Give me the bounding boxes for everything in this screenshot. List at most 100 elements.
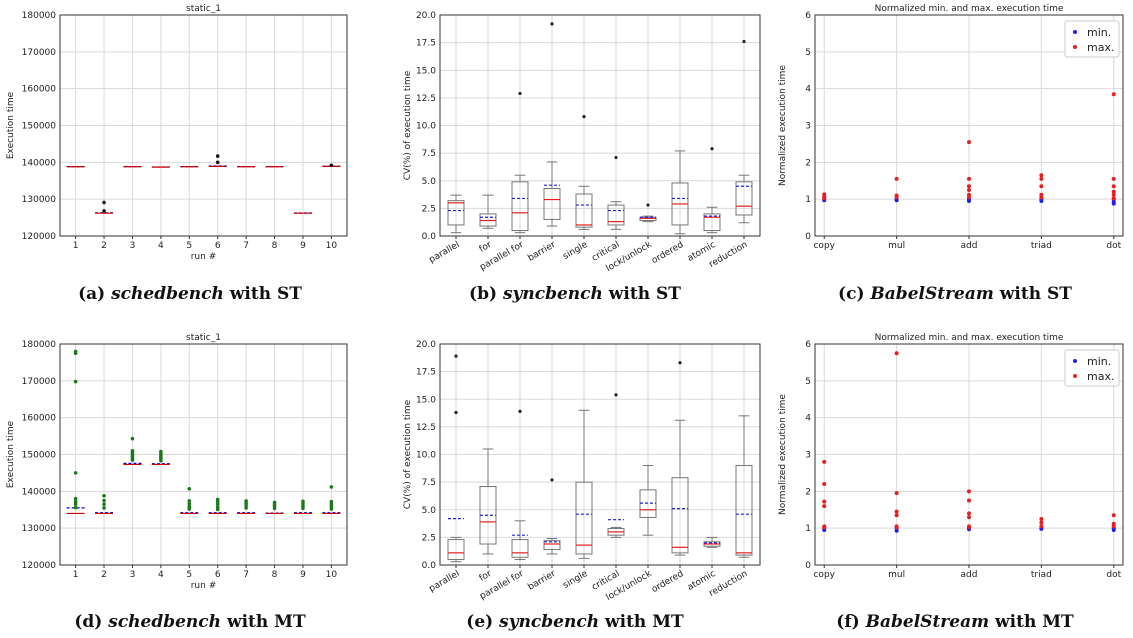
x-tick-label: barrier — [526, 569, 557, 593]
x-tick-label: 9 — [300, 241, 306, 251]
point-max — [894, 351, 899, 356]
outlier-point — [518, 409, 522, 414]
outlier-point — [102, 200, 106, 205]
box-body — [543, 187, 561, 220]
legend-label: max. — [1087, 41, 1114, 54]
y-tick-label: 12.5 — [416, 94, 436, 104]
point-max — [822, 192, 827, 197]
box-lock-unlock — [639, 465, 657, 536]
y-tick-label: 130000 — [22, 195, 57, 205]
box-critical — [607, 393, 625, 538]
chart-title: Normalized min. and max. execution time — [875, 333, 1064, 343]
box-for — [479, 194, 497, 229]
point-max — [822, 481, 827, 486]
legend-marker — [1073, 45, 1077, 49]
point-max — [967, 511, 971, 516]
point-max — [1039, 192, 1044, 197]
x-tick-label: copy — [813, 570, 835, 580]
point-max — [1039, 520, 1044, 525]
outlier-point — [329, 485, 334, 489]
point-max — [894, 176, 899, 181]
point-max — [894, 524, 899, 529]
outlier-point — [102, 498, 106, 503]
box-body — [671, 477, 689, 554]
outlier-point — [272, 506, 277, 511]
x-tick-label: triad — [1031, 570, 1052, 580]
box-reduction — [735, 39, 753, 224]
box-barrier — [543, 478, 561, 555]
x-tick-label: mul — [888, 241, 905, 251]
x-tick-label: barrier — [526, 240, 557, 264]
point-max — [1039, 524, 1044, 529]
outlier-point — [215, 160, 220, 165]
legend-label: min. — [1087, 26, 1111, 39]
x-tick-label: ordered — [650, 569, 685, 595]
point-max — [967, 498, 971, 503]
x-tick-label: parallel — [428, 240, 462, 265]
y-tick-label: 20.0 — [416, 11, 436, 21]
box-body — [575, 481, 593, 555]
outlier-point — [73, 499, 78, 504]
y-tick-label: 2 — [805, 158, 811, 168]
caption-e: (e) syncbench with MT — [466, 612, 684, 632]
y-axis-label: Normalized execution time — [778, 65, 788, 186]
box-body — [447, 539, 465, 560]
point-max — [1111, 513, 1116, 518]
x-tick-label: 2 — [101, 570, 107, 580]
y-tick-label: 15.0 — [416, 66, 436, 76]
y-axis-label: Execution time — [6, 420, 16, 488]
outlier-point — [329, 502, 334, 507]
x-tick-label: dot — [1106, 570, 1121, 580]
y-tick-label: 0 — [805, 561, 811, 571]
outlier-point — [187, 507, 192, 511]
x-tick-label: for — [478, 569, 494, 584]
plot-frame — [439, 14, 761, 237]
y-tick-label: 120000 — [22, 232, 57, 242]
y-tick-label: 140000 — [22, 487, 57, 497]
point-max — [1039, 516, 1044, 521]
outlier-point — [187, 486, 192, 491]
outlier-point — [614, 393, 618, 397]
y-tick-label: 0.0 — [422, 232, 437, 242]
point-max — [967, 140, 971, 145]
box-ordered — [671, 150, 689, 235]
box-body — [735, 465, 753, 556]
box-reduction — [735, 415, 753, 558]
x-tick-label: 1 — [73, 241, 79, 251]
x-tick-label: 3 — [130, 570, 136, 580]
caption-b: (b) syncbench with ST — [469, 284, 681, 304]
point-max — [1111, 196, 1116, 201]
outlier-point — [614, 155, 618, 160]
x-tick-label: for — [478, 240, 494, 255]
point-max — [1039, 184, 1044, 189]
x-tick-label: 8 — [272, 241, 278, 251]
outlier-point — [454, 410, 458, 415]
x-tick-label: 9 — [300, 570, 306, 580]
y-tick-label: 15.0 — [416, 395, 436, 405]
box-critical — [607, 155, 625, 230]
outlier-point — [244, 506, 248, 510]
outlier-point — [73, 379, 78, 384]
outlier-point — [215, 507, 220, 512]
outlier-point — [159, 458, 163, 463]
point-max — [967, 184, 971, 189]
outlier-point — [301, 501, 305, 506]
point-max — [894, 193, 899, 198]
point-max — [894, 509, 899, 514]
x-tick-label: single — [561, 240, 589, 262]
point-max — [967, 524, 971, 529]
chart-title: static_1 — [186, 4, 221, 14]
point-max — [822, 504, 827, 509]
y-tick-label: 180000 — [22, 340, 57, 350]
caption-a: (a) schedbench with ST — [78, 284, 302, 304]
y-tick-label: 2.5 — [422, 533, 436, 543]
box-body — [575, 193, 593, 228]
caption-c: (c) BabelStream with ST — [838, 284, 1072, 304]
x-tick-label: 2 — [101, 241, 107, 251]
outlier-point — [329, 507, 334, 511]
x-tick-label: 10 — [326, 570, 338, 580]
plot-frame — [439, 343, 761, 566]
y-axis-label: Execution time — [6, 91, 16, 159]
outlier-point — [244, 503, 248, 508]
chart-c: 0 1 2 3 4 5 6 copy mul add triad dot Normalized min.… — [778, 4, 1124, 251]
